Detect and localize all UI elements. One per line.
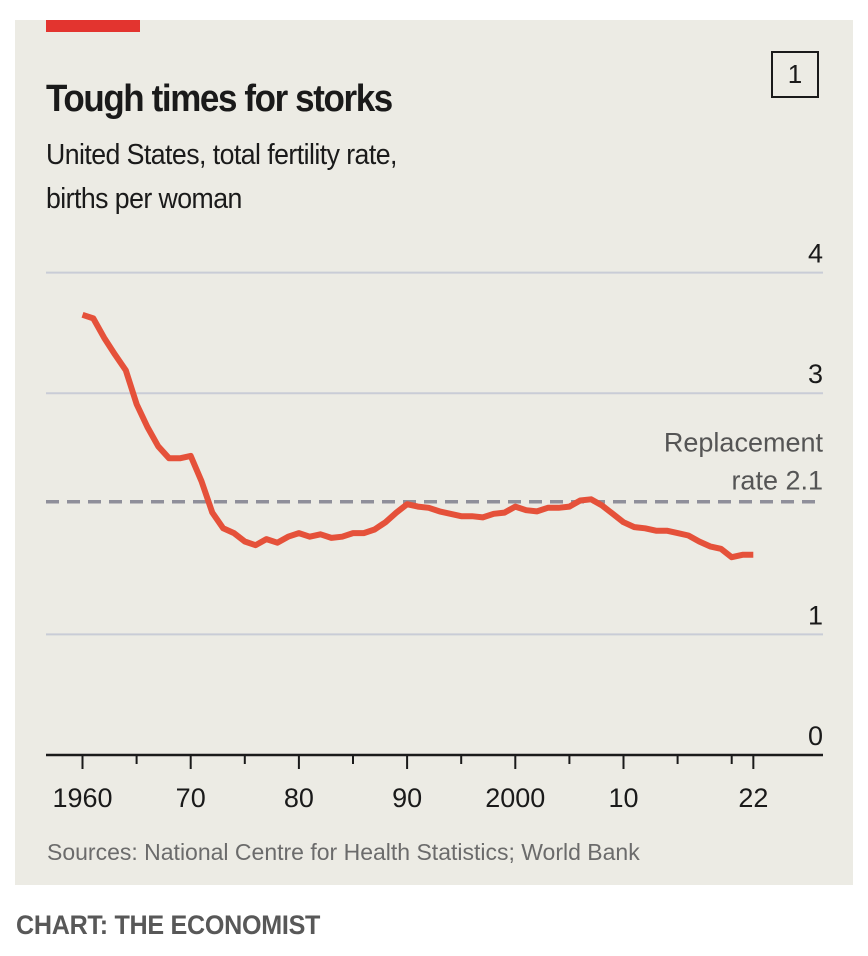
replacement-rate-reference: Replacement rate 2.1 (46, 428, 824, 504)
x-tick-label: 2000 (485, 783, 545, 813)
chart-credit: CHART: THE ECONOMIST (16, 910, 321, 940)
chart-subtitle: United States, total fertility rate, bir… (46, 133, 397, 221)
y-tick-label: 3 (808, 359, 823, 389)
x-tick-label: 1960 (52, 783, 112, 813)
chart-panel: Tough times for storks 1 United States, … (15, 20, 853, 885)
y-axis-labels: 0 1 3 4 (808, 239, 823, 751)
subtitle-line-2: births per woman (46, 183, 242, 215)
brand-red-bar (46, 20, 140, 32)
sources-note: Sources: National Centre for Health Stat… (47, 839, 640, 865)
x-axis: 1960 70 80 90 2000 10 22 (46, 753, 823, 813)
y-tick-label: 0 (808, 721, 823, 751)
x-tick-label: 80 (284, 783, 314, 813)
x-tick-label: 10 (608, 783, 638, 813)
replacement-label-line-1: Replacement (664, 428, 824, 458)
replacement-label-line-2: rate 2.1 (731, 466, 823, 496)
chart-number-badge: 1 (771, 51, 819, 98)
gridlines (46, 271, 823, 636)
y-tick-label: 4 (808, 239, 823, 269)
y-tick-label: 1 (808, 600, 823, 630)
x-tick-label: 22 (738, 783, 768, 813)
subtitle-line-1: United States, total fertility rate, (46, 139, 397, 171)
series-line-us-fertility (81, 311, 754, 561)
chart-title: Tough times for storks (46, 78, 393, 120)
series-layer (81, 311, 754, 561)
x-tick-label: 70 (176, 783, 206, 813)
x-tick-label: 90 (392, 783, 422, 813)
